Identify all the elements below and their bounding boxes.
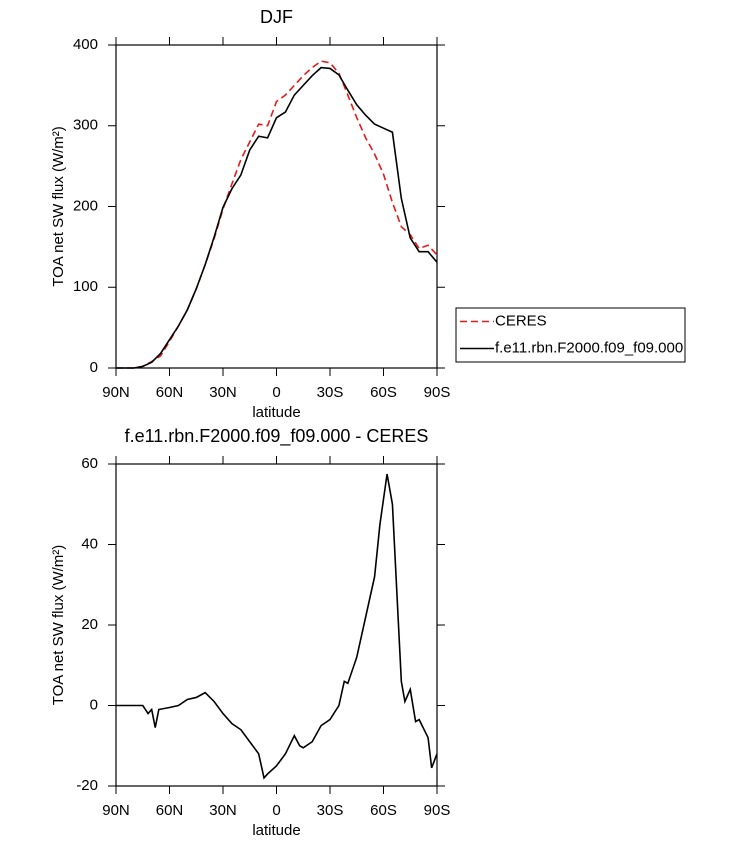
plot-frame xyxy=(115,463,438,787)
x-axis-label: latitude xyxy=(252,822,300,839)
chart-title: f.e11.rbn.F2000.f09_f09.000 - CERES xyxy=(125,426,429,447)
x-axis-label: latitude xyxy=(252,404,300,421)
x-tick-label: 60N xyxy=(156,384,184,401)
legend-label: f.e11.rbn.F2000.f09_f09.000 xyxy=(495,339,683,356)
y-tick-label: -20 xyxy=(76,777,98,794)
x-tick-label: 90N xyxy=(102,802,130,819)
x-tick-label: 30S xyxy=(317,802,344,819)
data-line xyxy=(116,66,438,369)
x-tick-label: 60S xyxy=(370,384,397,401)
y-tick-label: 0 xyxy=(90,359,98,376)
x-tick-label: 30N xyxy=(209,384,237,401)
x-tick-label: 30S xyxy=(317,384,344,401)
chart-title: DJF xyxy=(260,7,293,27)
y-tick-label: 60 xyxy=(81,455,98,472)
y-tick-label: 300 xyxy=(73,117,98,134)
data-line xyxy=(116,473,438,780)
y-tick-label: 20 xyxy=(81,616,98,633)
y-tick-label: 0 xyxy=(90,696,98,713)
y-tick-label: 200 xyxy=(73,197,98,214)
x-tick-label: 0 xyxy=(272,384,280,401)
y-tick-label: 400 xyxy=(73,36,98,53)
plot-frame xyxy=(115,44,438,369)
y-tick-label: 40 xyxy=(81,535,98,552)
x-tick-label: 60N xyxy=(156,802,184,819)
y-axis-label: TOA net SW flux (W/m²) xyxy=(50,545,67,706)
x-tick-label: 90S xyxy=(424,802,451,819)
y-tick-label: 100 xyxy=(73,278,98,295)
legend-label: CERES xyxy=(495,312,547,329)
legend-box xyxy=(455,307,686,363)
x-tick-label: 30N xyxy=(209,802,237,819)
x-tick-label: 60S xyxy=(370,802,397,819)
data-line xyxy=(116,60,438,369)
y-axis-label: TOA net SW flux (W/m²) xyxy=(50,126,67,287)
x-tick-label: 0 xyxy=(272,802,280,819)
x-tick-label: 90N xyxy=(102,384,130,401)
x-tick-label: 90S xyxy=(424,384,451,401)
